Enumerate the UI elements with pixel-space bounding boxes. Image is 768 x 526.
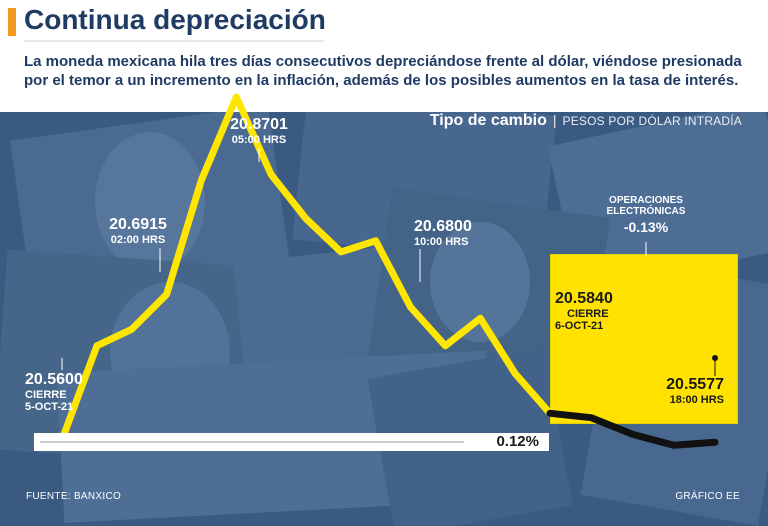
header: Continua depreciación La moneda mexicana… <box>0 0 768 112</box>
label-0500-time: 05:00 HRS <box>231 134 287 146</box>
label-end-time: 18:00 HRS <box>669 394 724 406</box>
title-accent-bar <box>8 8 16 36</box>
label-1000-value: 20.6800 <box>414 218 472 235</box>
label-start-value: 20.5600 <box>25 371 83 388</box>
change-bar-label: 0.12% <box>496 433 539 450</box>
label-electronic: OPERACIONES ELECTRÓNICAS -0.13% <box>590 195 702 235</box>
electronic-trading-highlight-box <box>550 254 738 424</box>
label-electronic-change: -0.13% <box>623 219 669 235</box>
chart-title-unit: PESOS POR DÓLAR INTRADÍA <box>562 114 742 128</box>
chart-title-main: Tipo de cambio <box>429 112 547 129</box>
label-1000: 20.6800 10:00 HRS <box>414 218 472 248</box>
change-bar: 0.12% <box>34 433 549 451</box>
label-electronic-line2: ELECTRÓNICAS <box>606 206 686 217</box>
label-0500: 20.8701 05:00 HRS <box>226 116 292 146</box>
label-0200-value: 20.6915 <box>109 216 167 233</box>
page-title: Continua depreciación <box>24 4 326 35</box>
label-end-value: 20.5577 <box>666 376 724 393</box>
label-close: 20.5840 CIERRE 6-OCT-21 <box>555 290 613 332</box>
page-subtitle: La moneda mexicana hila tres días consec… <box>24 53 742 89</box>
series-line-electronic <box>546 409 719 449</box>
change-bar-line <box>40 441 464 443</box>
label-electronic-line1: OPERACIONES <box>609 195 683 206</box>
banknote-background-image <box>0 112 768 526</box>
label-start: 20.5600 CIERRE 5-OCT-21 <box>25 371 83 413</box>
chart-title: Tipo de cambio | PESOS POR DÓLAR INTRADÍA <box>430 112 742 134</box>
chart-title-separator: | <box>552 112 557 128</box>
label-close-note: CIERRE <box>567 308 609 320</box>
title-underline <box>24 40 324 42</box>
label-0200: 20.6915 02:00 HRS <box>106 216 170 246</box>
label-close-value: 20.5840 <box>555 290 613 307</box>
label-1000-time: 10:00 HRS <box>414 236 469 248</box>
label-0200-time: 02:00 HRS <box>110 234 166 246</box>
graphic-credit: GRÁFICO EE <box>675 491 740 502</box>
end-point-marker <box>712 355 718 361</box>
label-0500-value: 20.8701 <box>230 116 288 133</box>
label-start-date: 5-OCT-21 <box>25 401 74 413</box>
source-credit: FUENTE: BANXICO <box>26 491 122 502</box>
series-line-session <box>58 93 554 444</box>
label-end: 20.5577 18:00 HRS <box>664 376 724 406</box>
label-start-note: CIERRE <box>25 389 67 401</box>
label-close-date: 6-OCT-21 <box>555 320 604 332</box>
